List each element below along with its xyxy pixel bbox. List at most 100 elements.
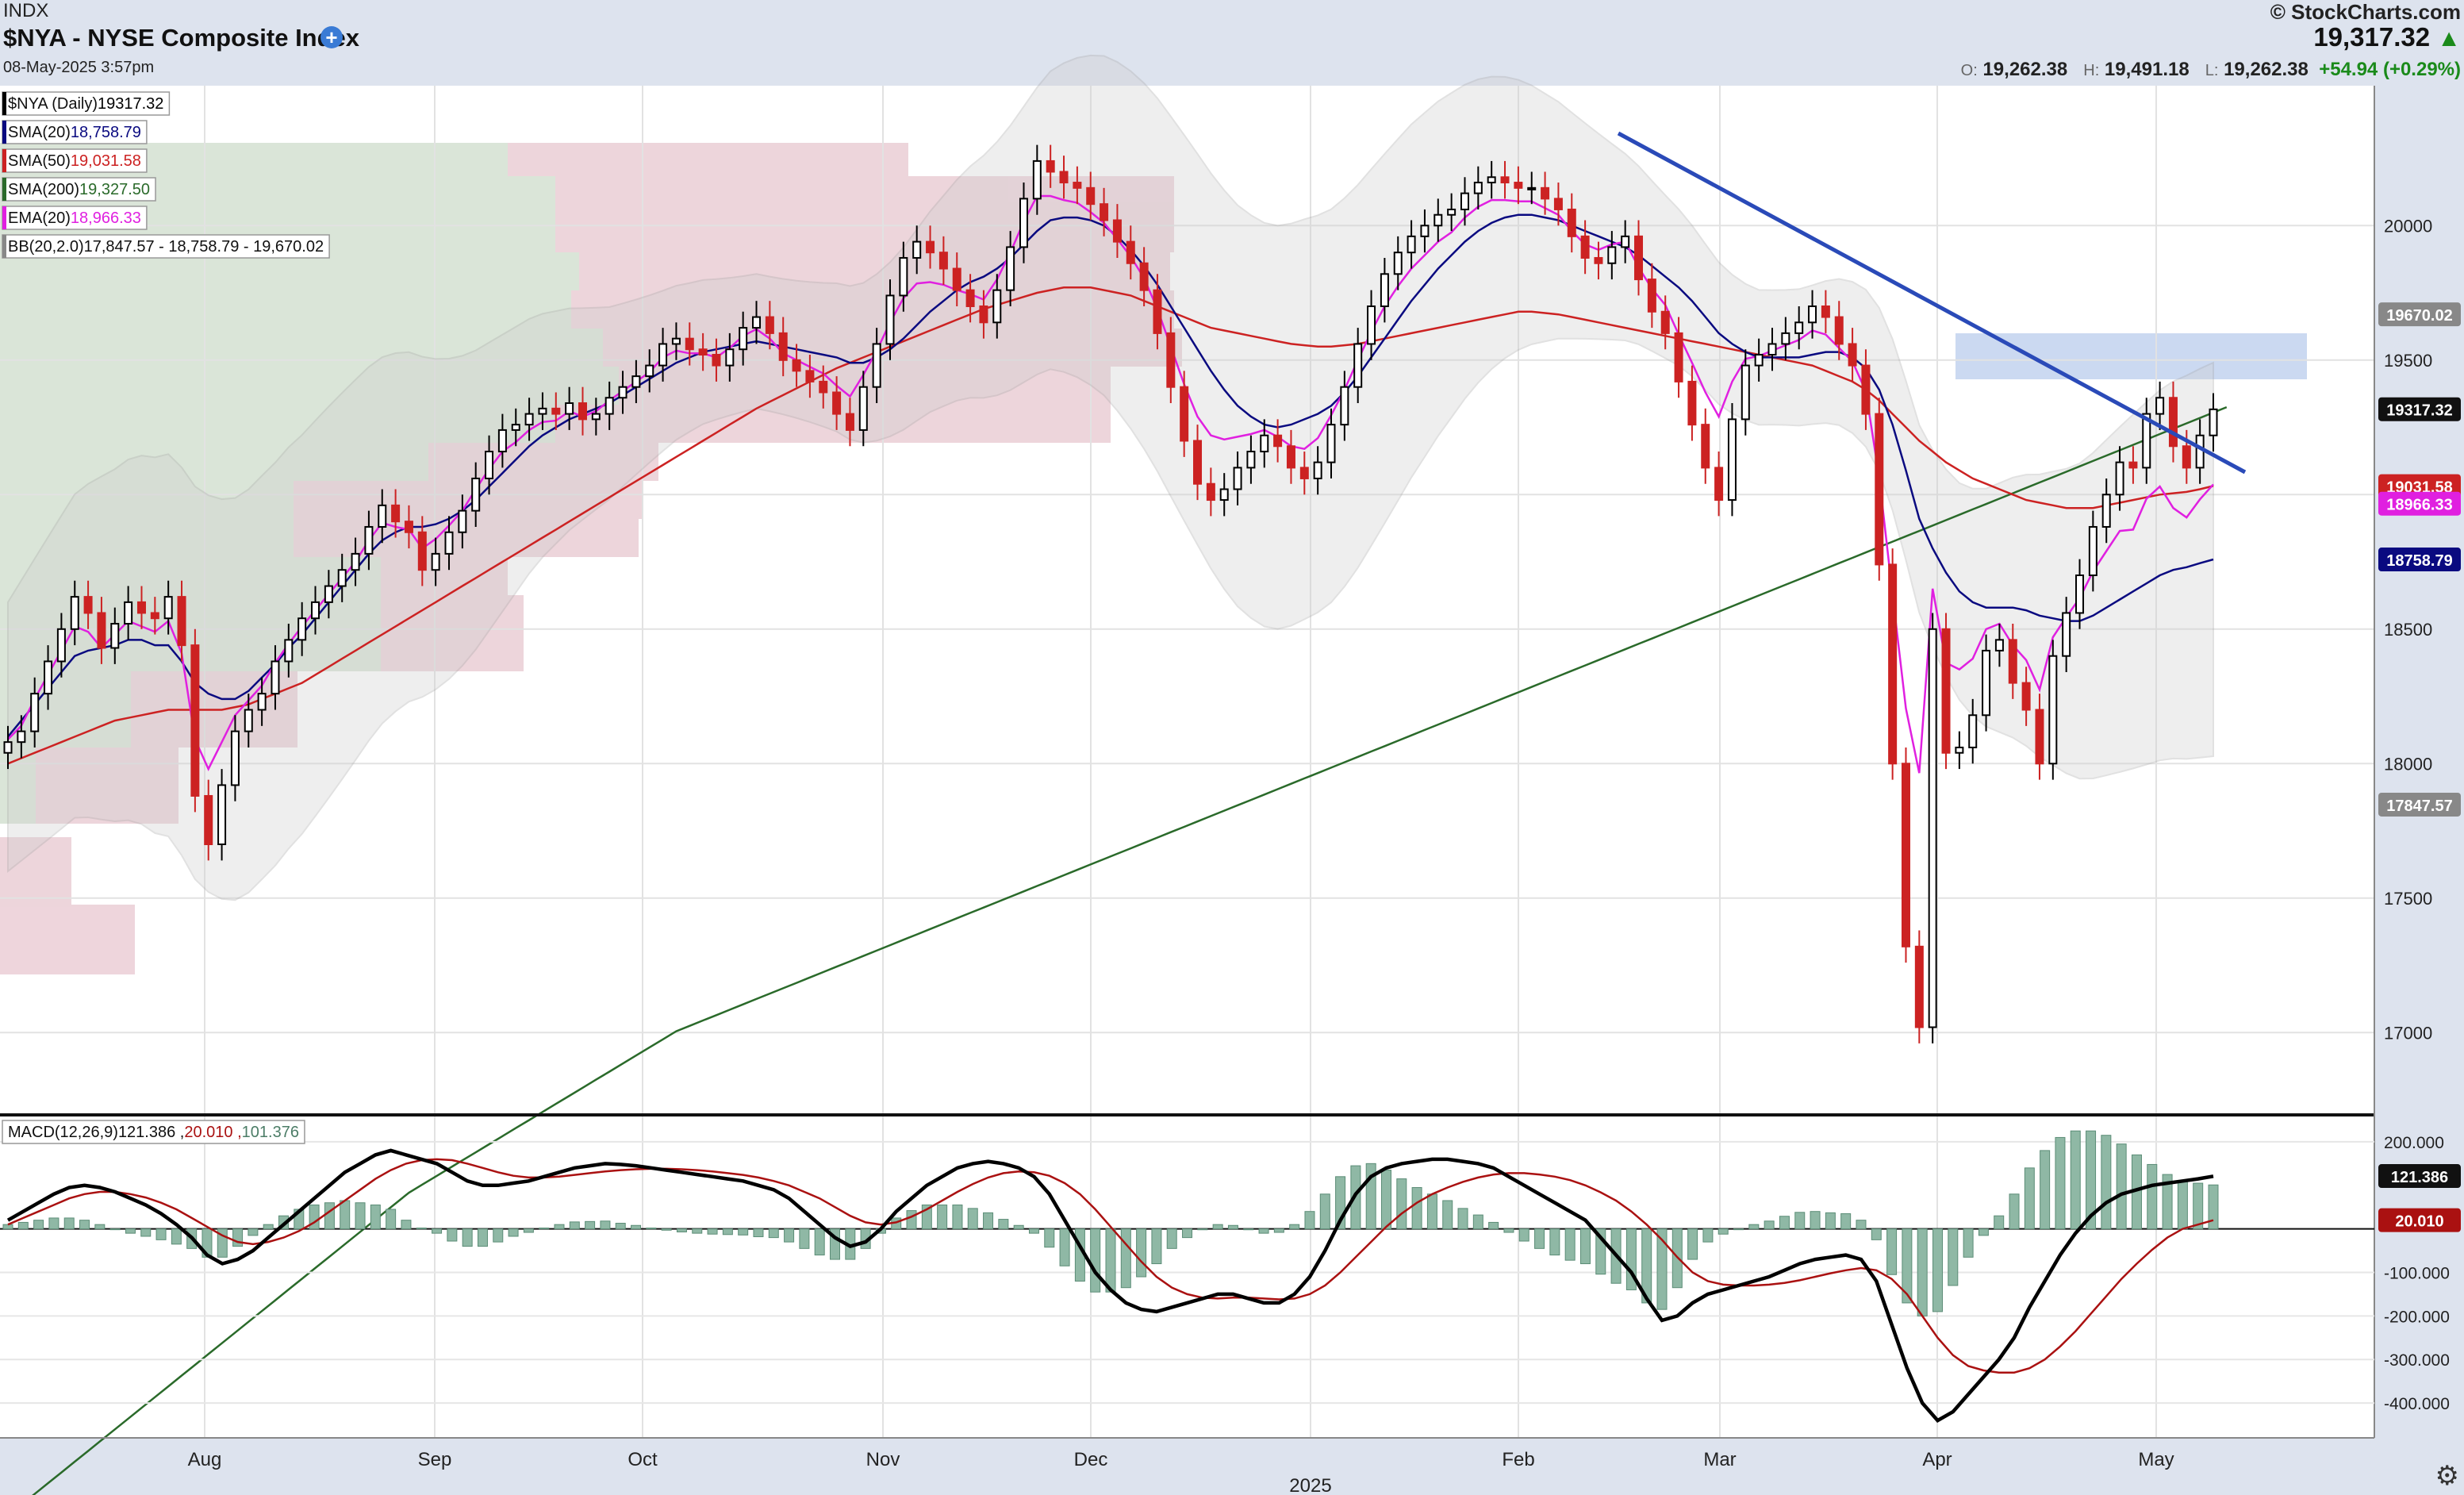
candle-body — [177, 596, 186, 647]
candle — [2142, 398, 2151, 484]
macd-tick-label: -400.000 — [2384, 1395, 2450, 1413]
legend-value: 19317.32 — [98, 95, 163, 113]
add-symbol-button[interactable]: + — [320, 26, 343, 48]
candle-body — [1353, 343, 1363, 388]
macd-histogram-bar — [248, 1228, 259, 1236]
candle — [1273, 419, 1283, 463]
candle — [1433, 198, 1443, 242]
candle-body — [2142, 413, 2151, 469]
price-badge — [2378, 302, 2461, 327]
candle — [497, 413, 507, 468]
legend-color-swatch — [2, 235, 6, 258]
candle-body — [819, 380, 828, 394]
macd-legend-value: 121.386 , — [118, 1124, 184, 1141]
candle — [1393, 236, 1403, 290]
price-badge — [2378, 792, 2461, 817]
volume-by-price-bar — [0, 481, 294, 519]
legend-value: 18,966.33 — [71, 209, 141, 227]
candle-body — [391, 504, 401, 523]
macd-histogram-bar — [1871, 1228, 1882, 1240]
macd-histogram-bar — [386, 1209, 397, 1230]
gear-icon: ⚙ — [2435, 1461, 2459, 1491]
candle — [391, 489, 401, 538]
macd-badge-label: 121.386 — [2391, 1169, 2448, 1186]
candle — [1687, 365, 1697, 441]
candle — [778, 317, 788, 377]
candle — [1968, 698, 1978, 764]
candle-body — [2168, 397, 2178, 448]
x-tick-label: Sep — [418, 1449, 452, 1470]
candle-body — [1393, 252, 1403, 275]
macd-histogram-bar — [155, 1228, 167, 1240]
brand-logo[interactable]: © StockCharts.com — [2270, 0, 2461, 25]
candle — [1086, 171, 1096, 221]
macd-histogram-bar — [1810, 1211, 1821, 1230]
candle — [524, 398, 534, 441]
candle — [832, 376, 842, 430]
candle — [1139, 247, 1149, 306]
candle-body — [2062, 612, 2071, 657]
volume-by-price-bar — [0, 405, 555, 443]
candle-body — [658, 343, 668, 367]
candle — [136, 586, 146, 629]
volume-by-price-bar — [0, 837, 71, 905]
candle — [992, 274, 1002, 339]
macd-histogram-bar — [646, 1228, 657, 1230]
macd-histogram-bar — [722, 1228, 733, 1236]
price-badge-label: 19670.02 — [2386, 307, 2452, 325]
macd-legend: MACD(12,26,9) 121.386 , 20.010 , 101.376 — [2, 1120, 305, 1144]
macd-histogram-bar — [707, 1228, 718, 1235]
candle-body — [1112, 219, 1122, 243]
macd-histogram-bar — [1764, 1220, 1775, 1230]
candle — [1219, 473, 1229, 517]
candle-body — [271, 660, 280, 695]
macd-histogram-bar — [79, 1220, 90, 1230]
macd-histogram-bar — [1212, 1224, 1223, 1230]
candle-body — [979, 305, 988, 324]
candle-body — [1647, 279, 1656, 313]
candle — [1206, 467, 1215, 517]
candle-body — [1848, 343, 1857, 367]
last-price: 19,317.32 — [2313, 22, 2431, 52]
candle — [364, 510, 374, 571]
candle — [1982, 634, 1991, 732]
settings-button[interactable]: ⚙ — [2435, 1460, 2459, 1492]
candle — [658, 328, 668, 382]
candle-body — [2128, 461, 2138, 469]
candle-body — [230, 730, 240, 786]
candle-body — [1741, 364, 1750, 421]
candle — [938, 236, 948, 285]
macd-histogram-bar — [1243, 1228, 1254, 1231]
macd-histogram-bar — [1090, 1228, 1101, 1293]
low-label: L: — [2205, 62, 2219, 79]
macd-histogram-bar — [1319, 1193, 1330, 1230]
macd-histogram-bar — [738, 1228, 749, 1236]
volume-by-price-bar — [0, 252, 579, 290]
candle — [538, 392, 547, 430]
macd-histogram-bar — [2024, 1167, 2035, 1230]
macd-histogram-bar — [1044, 1228, 1055, 1248]
candle — [351, 537, 360, 586]
candle — [872, 328, 881, 404]
candle — [177, 580, 186, 662]
candle — [1660, 295, 1670, 350]
candle — [1541, 171, 1550, 215]
candle — [1727, 403, 1737, 517]
candle — [190, 628, 200, 813]
price-tick-label: 17500 — [2384, 889, 2432, 909]
candle-body — [1875, 413, 1884, 566]
candle — [1073, 166, 1082, 205]
x-tick-label: Apr — [1922, 1449, 1952, 1470]
candle-body — [311, 601, 320, 620]
x-tick-label: Nov — [866, 1449, 900, 1470]
volume-by-price-bar — [0, 519, 294, 557]
macd-legend-name: MACD(12,26,9) — [8, 1124, 118, 1141]
volume-by-price-bar — [131, 709, 297, 748]
candle-body — [3, 741, 13, 754]
candle — [2075, 559, 2085, 629]
candle — [217, 769, 227, 861]
candle-body — [44, 660, 53, 695]
candle — [97, 597, 106, 664]
macd-histogram-bar — [1488, 1221, 1499, 1230]
candle — [1634, 220, 1644, 296]
